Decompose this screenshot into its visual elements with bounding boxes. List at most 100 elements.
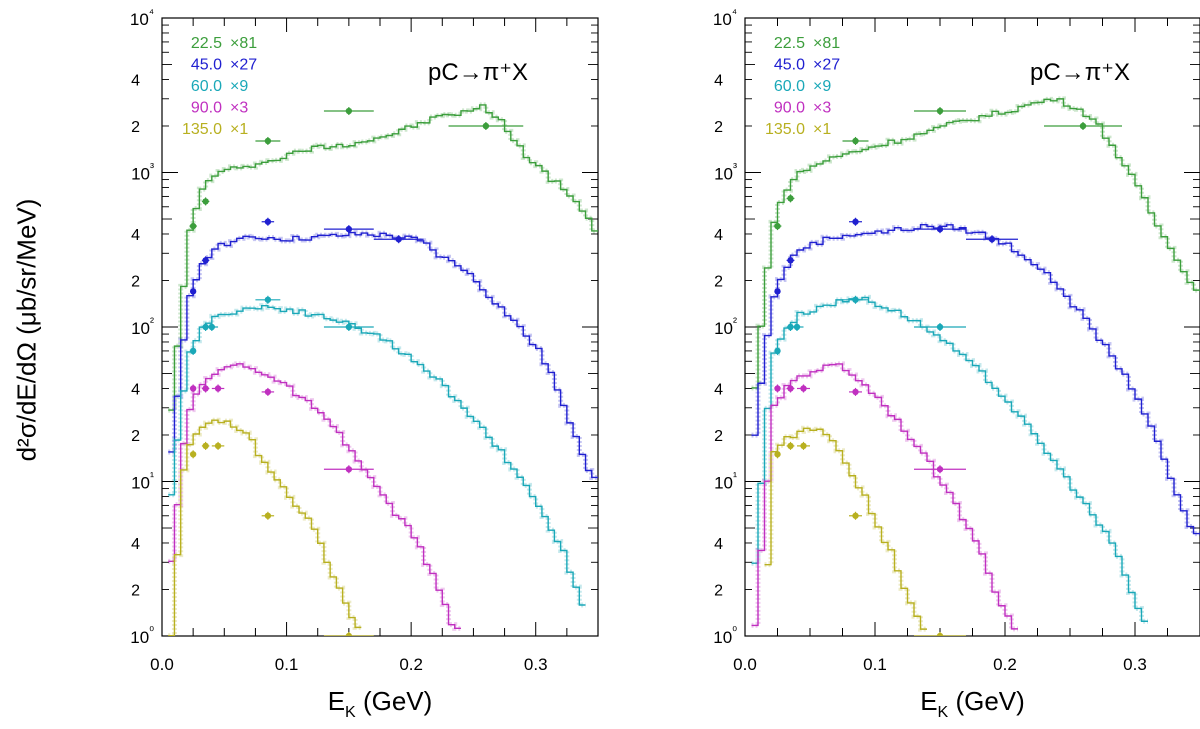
- model-error-band: [764, 425, 927, 632]
- y-minor-label: 2: [714, 428, 723, 445]
- chart-right-panel: 10⁰ 2 4 10¹ 2 4 10² 2 4 10³ 2 4 10⁴ 0.0 0.1 0.2 0.3 EK (G…: [713, 6, 1200, 721]
- data-point: [202, 198, 209, 205]
- data-point: [189, 288, 197, 295]
- model-error-band: [751, 361, 1018, 632]
- data-point: [264, 388, 272, 396]
- y-tick-label: 10¹: [714, 470, 737, 493]
- chart-title: pC→π⁺X: [428, 59, 528, 86]
- data-point: [189, 385, 197, 392]
- data-point: [852, 296, 859, 303]
- x-tick-label: 0.3: [524, 655, 548, 674]
- y-minor-label: 2: [714, 273, 723, 290]
- model-error-band: [168, 361, 461, 631]
- y-tick-label: 10⁰: [130, 624, 154, 647]
- data-point: [202, 257, 209, 264]
- x-tick-label: 0.1: [863, 655, 887, 674]
- x-tick-label: 0.0: [150, 655, 174, 674]
- data-point: [787, 257, 794, 264]
- y-minor-label: 4: [131, 536, 140, 553]
- y-tick-label: 10²: [131, 315, 154, 338]
- legend-angle: 90.0: [191, 100, 222, 117]
- data-point: [189, 451, 197, 458]
- data-point: [787, 385, 794, 392]
- legend-scale: ×27: [813, 57, 840, 74]
- data-point: [774, 222, 781, 230]
- model-error-band: [751, 96, 1200, 391]
- data-point: [787, 195, 794, 202]
- model-histogram: [764, 427, 927, 630]
- data-point: [774, 347, 781, 355]
- model-error-band: [168, 303, 586, 608]
- model-histogram: [168, 231, 598, 479]
- legend-scale: ×3: [813, 100, 831, 117]
- y-minor-label: 4: [714, 381, 723, 398]
- legend-angle: 135.0: [182, 121, 222, 138]
- data-point: [852, 388, 859, 396]
- data-point: [345, 466, 353, 473]
- data-point: [936, 107, 944, 115]
- model-histogram: [168, 363, 461, 630]
- data-point: [345, 323, 353, 331]
- data-point: [189, 347, 197, 355]
- data-point: [936, 323, 944, 331]
- data-point: [800, 385, 807, 392]
- y-minor-label: 4: [131, 227, 140, 244]
- model-histogram: [751, 363, 1018, 630]
- data-point: [988, 236, 996, 243]
- x-tick-label: 0.2: [399, 655, 423, 674]
- y-minor-label: 2: [131, 582, 140, 599]
- y-minor-label: 2: [131, 428, 140, 445]
- data-point: [852, 512, 859, 519]
- y-minor-label: 4: [714, 536, 723, 553]
- y-tick-label: 10⁴: [130, 6, 154, 29]
- model-error-band: [751, 222, 1200, 537]
- data-point: [214, 442, 222, 450]
- data-point: [936, 466, 944, 473]
- data-point: [202, 442, 209, 450]
- y-minor-label: 4: [131, 72, 140, 89]
- data-point: [345, 225, 353, 233]
- chart-left-panel: 10⁰ 2 4 10¹ 2 4 10² 2 4 10³ 2 4 10⁴ 0.0 0.1 0.2 0.3 EK (G…: [130, 6, 599, 721]
- data-point: [1079, 122, 1087, 130]
- series-group: [751, 96, 1200, 636]
- data-point: [264, 218, 272, 225]
- data-point: [482, 122, 490, 130]
- legend-angle: 45.0: [191, 57, 222, 74]
- legend-scale: ×1: [813, 121, 831, 138]
- data-point: [395, 236, 402, 243]
- y-tick-label: 10²: [714, 315, 737, 338]
- legend-angle: 60.0: [774, 78, 805, 95]
- model-histogram: [168, 304, 586, 606]
- data-point: [852, 218, 859, 225]
- y-minor-label: 4: [714, 72, 723, 89]
- legend-scale: ×1: [230, 121, 248, 138]
- x-tick-label: 0.1: [275, 655, 299, 674]
- x-tick-label: 0.3: [1123, 655, 1147, 674]
- data-point: [345, 632, 353, 636]
- model-histogram: [751, 224, 1200, 535]
- legend-scale: ×9: [230, 78, 248, 95]
- model-error-band: [751, 294, 1148, 624]
- data-point: [852, 137, 859, 145]
- x-axis-label: EK (GeV): [920, 686, 1025, 721]
- model-error-band: [168, 417, 362, 636]
- model-error-band: [168, 230, 598, 480]
- data-point: [774, 288, 781, 295]
- data-point: [214, 385, 222, 392]
- model-histogram: [751, 98, 1200, 389]
- y-minor-label: 2: [714, 119, 723, 136]
- series-group: [168, 102, 598, 636]
- data-point: [202, 385, 209, 392]
- data-point: [787, 442, 794, 450]
- data-point: [264, 137, 272, 145]
- data-point: [774, 385, 781, 392]
- data-point: [800, 442, 807, 450]
- data-point: [936, 632, 944, 636]
- model-error-band: [168, 102, 598, 413]
- y-minor-label: 4: [714, 227, 723, 244]
- y-tick-label: 10⁰: [713, 624, 737, 647]
- chart-title: pC→π⁺X: [1030, 59, 1130, 86]
- data-point: [936, 225, 944, 233]
- y-tick-label: 10³: [131, 161, 154, 184]
